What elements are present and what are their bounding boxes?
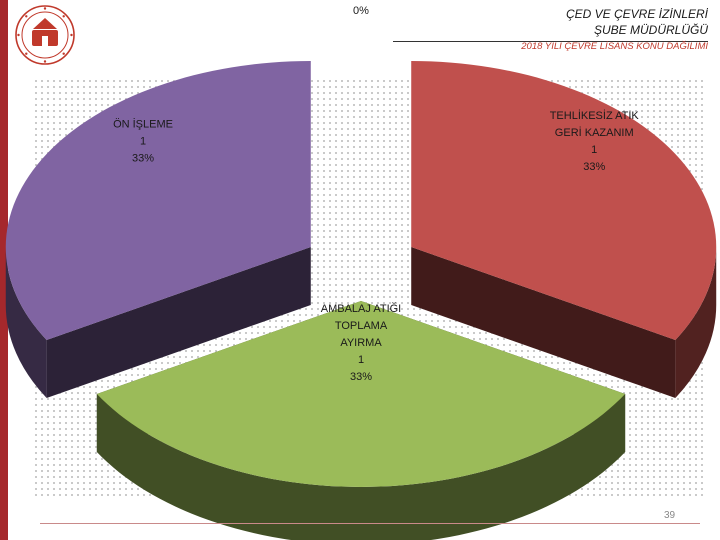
slice-label-1-line-2: AYIRMA	[340, 337, 382, 349]
header-divider	[393, 41, 708, 42]
slice-label-0-line-0: TEHLİKESİZ ATIK	[550, 109, 640, 122]
page-number: 39	[664, 510, 676, 521]
slice-label-0: TEHLİKESİZ ATIK GERİ KAZANIM 1 33%	[550, 109, 640, 173]
slice-label-1-line-4: 33%	[350, 371, 372, 383]
slice-label-2-line-1: 1	[140, 136, 146, 148]
slice-label-0-line-2: 1	[591, 144, 597, 156]
slice-label-1-line-3: 1	[358, 354, 364, 366]
slice-label-3-line-2: 0%	[353, 5, 369, 17]
slice-label-0-line-3: 33%	[583, 161, 605, 173]
slice-label-2-line-2: 33%	[132, 153, 154, 165]
pie-slice-outer-wall-2	[5, 247, 47, 399]
header-title-line1: ÇED VE ÇEVRE İZİNLERİ	[565, 7, 708, 21]
slice-label-2-line-0: ÖN İŞLEME	[113, 118, 173, 131]
slice-label-3: GERİ KAZANIM00%	[322, 0, 401, 17]
ministry-logo	[15, 5, 75, 65]
footer-divider	[40, 523, 700, 524]
slice-label-1-line-0: AMBALAJ ATIĞI	[321, 302, 402, 315]
pie-slice-2	[5, 61, 311, 341]
header-title-line2: ŞUBE MÜDÜRLÜĞÜ	[593, 23, 708, 37]
pie-slice-outer-wall-1	[96, 393, 626, 540]
chart-subtitle: 2018 YILI ÇEVRE LİSANS KONU DAĞILIMI	[521, 41, 708, 52]
pie-slice-1	[96, 300, 626, 487]
pie-slice-outer-wall-0	[675, 247, 717, 399]
slice-label-2: ÖN İŞLEME 1 33%	[113, 118, 173, 165]
pie-slice-side-2	[5, 247, 311, 399]
pie-slice-wall-2-0	[46, 247, 311, 399]
slice-label-1: AMBALAJ ATIĞI TOPLAMA AYIRMA 1 33%	[321, 302, 402, 383]
pie-slice-0	[411, 61, 717, 341]
slice-label-1-line-1: TOPLAMA	[335, 320, 388, 332]
accent-bar	[0, 0, 8, 540]
slice-label-0-line-1: GERİ KAZANIM	[555, 126, 634, 139]
pie-slice-wall-0-1	[411, 247, 676, 399]
pie-slice-side-0	[411, 247, 717, 399]
